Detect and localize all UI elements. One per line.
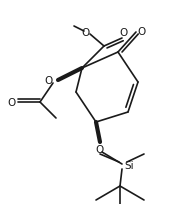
Text: O: O [82, 28, 90, 38]
Text: O: O [96, 145, 104, 155]
Text: O: O [120, 28, 128, 38]
Text: O: O [8, 98, 16, 108]
Text: O: O [45, 76, 53, 86]
Text: Si: Si [124, 161, 134, 171]
Text: O: O [137, 27, 145, 37]
